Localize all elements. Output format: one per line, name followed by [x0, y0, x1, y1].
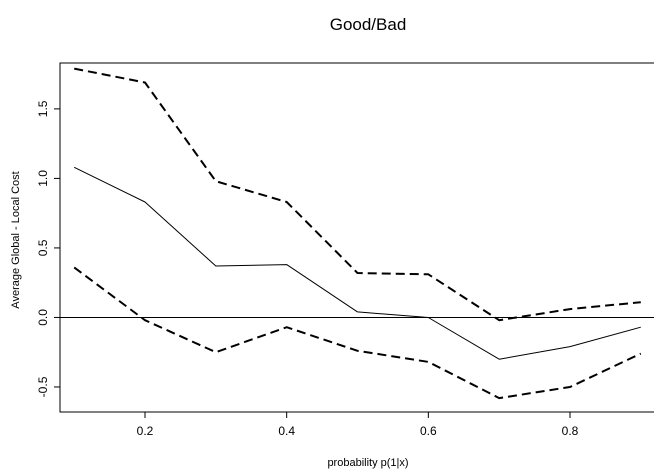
y-axis: -0.5 0.0 0.5 1.0 1.5	[36, 100, 60, 397]
x-tick-label: 0.2	[137, 424, 154, 438]
chart-title: Good/Bad	[330, 15, 407, 34]
dashed-bound-line-2	[73, 266, 642, 400]
x-tick-label: 0.6	[420, 424, 437, 438]
mean-line-0	[73, 166, 641, 360]
y-tick-label: 0.0	[36, 309, 50, 326]
x-axis-label: probability p(1|x)	[327, 457, 408, 469]
dashed-bound-line-1	[74, 67, 641, 322]
y-tick-label: 1.5	[36, 100, 50, 117]
y-tick-label: 1.0	[36, 170, 50, 187]
x-tick-label: 0.8	[562, 424, 579, 438]
x-tick-label: 0.4	[278, 424, 295, 438]
y-tick-label: 0.5	[36, 239, 50, 256]
x-axis: 0.2 0.4 0.6 0.8	[137, 412, 579, 438]
plot-frame	[59, 62, 654, 413]
y-tick-label: -0.5	[36, 376, 50, 397]
series-layer	[73, 67, 642, 400]
y-axis-label: Average Global - Local Cost	[10, 171, 22, 308]
